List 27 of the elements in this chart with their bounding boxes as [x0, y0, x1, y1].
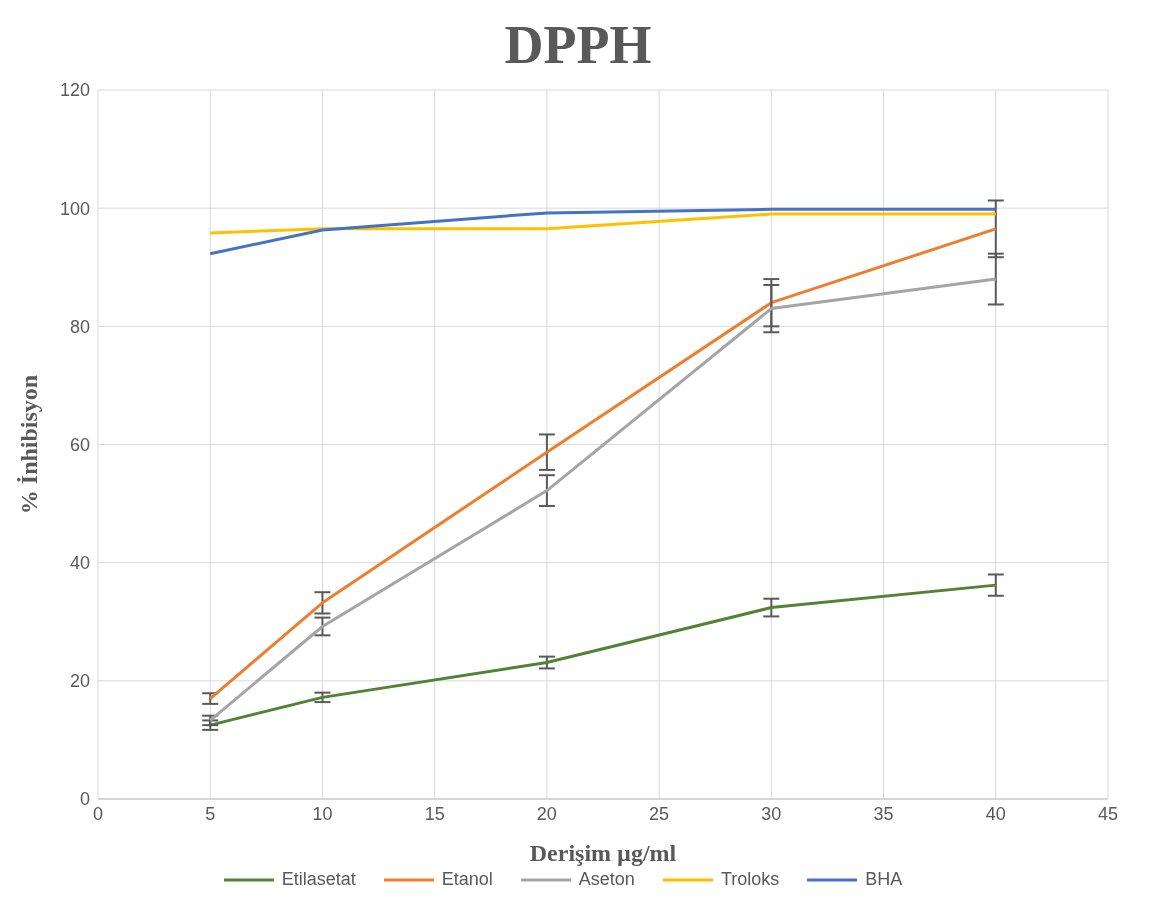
- legend-label: Etilasetat: [280, 869, 356, 890]
- line-series: [208, 207, 998, 256]
- x-tick-label: 5: [205, 803, 216, 824]
- x-tick-label: 45: [1097, 803, 1119, 824]
- x-tick-label: 10: [312, 803, 333, 824]
- y-axis-title: % İnhibisyon: [15, 374, 42, 515]
- legend-label: Troloks: [719, 869, 780, 890]
- x-tick-label: 30: [761, 803, 782, 824]
- x-tick-label: 40: [985, 803, 1006, 824]
- y-tick-label: 120: [59, 80, 90, 101]
- chart-title: DPPH: [503, 14, 653, 77]
- y-tick-label: 20: [69, 671, 90, 692]
- x-axis-title: Derişim µg/ml: [529, 840, 677, 866]
- x-tick-label: 0: [92, 803, 104, 824]
- x-tick-label: 20: [536, 803, 557, 824]
- x-tick-label: 25: [649, 803, 670, 824]
- legend-label: BHA: [864, 869, 903, 890]
- y-tick-label: 80: [69, 316, 90, 337]
- y-tick-label: 60: [69, 434, 90, 455]
- legend-label: Aseton: [577, 869, 635, 890]
- y-tick-label: 0: [79, 789, 90, 810]
- y-tick-label: 100: [59, 198, 90, 219]
- y-tick-label: 40: [69, 553, 90, 574]
- line-series: [208, 583, 998, 727]
- legend-label: Etanol: [440, 869, 493, 890]
- x-tick-label: 35: [873, 803, 894, 824]
- x-tick-label: 15: [424, 803, 445, 824]
